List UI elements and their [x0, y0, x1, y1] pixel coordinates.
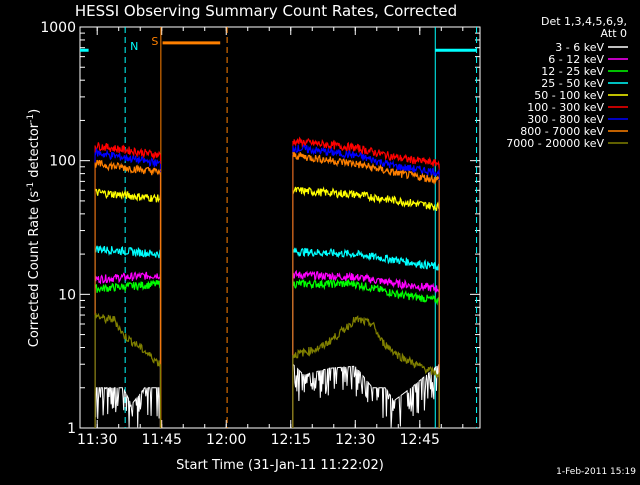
- legend-entry-label: 12 - 25 keV: [541, 65, 604, 78]
- series-line: [292, 269, 440, 294]
- saa-marker-label: S: [151, 35, 158, 48]
- x-tick-label: 11:30: [77, 432, 117, 448]
- series-line: [94, 271, 161, 285]
- series-line: [292, 315, 440, 379]
- x-axis-label: Start Time (31-Jan-11 11:22:02): [176, 458, 384, 473]
- series-line: [292, 136, 440, 168]
- date-stamp: 1-Feb-2011 15:19: [556, 467, 636, 477]
- legend-header-attenuator: Att 0: [601, 27, 627, 40]
- series-line: [292, 152, 440, 185]
- series-line: [292, 363, 440, 428]
- legend-entry-label: 7000 - 20000 keV: [506, 137, 604, 150]
- legend-entry-label: 6 - 12 keV: [548, 53, 604, 66]
- x-tick-label: 11:45: [142, 432, 182, 448]
- legend-header-detectors: Det 1,3,4,5,6,9,: [541, 15, 627, 28]
- series-line: [94, 188, 161, 204]
- legend-entry-label: 3 - 6 keV: [555, 41, 604, 54]
- x-tick-label: 12:15: [271, 432, 311, 448]
- series-line: [94, 279, 161, 293]
- y-tick-label: 10: [58, 287, 76, 303]
- y-tick-label: 100: [49, 154, 76, 170]
- legend-entry-label: 25 - 50 keV: [541, 77, 604, 90]
- night-marker-label: N: [130, 40, 138, 53]
- y-tick-label: 1000: [40, 20, 76, 36]
- legend-entry-label: 50 - 100 keV: [534, 89, 604, 102]
- legend-entry-label: 100 - 300 keV: [527, 101, 604, 114]
- series-line: [94, 159, 161, 176]
- x-tick-label: 12:30: [335, 432, 375, 448]
- series-line: [292, 186, 440, 211]
- series-line: [94, 387, 161, 428]
- legend-entry-label: 300 - 800 keV: [527, 113, 604, 126]
- x-tick-label: 12:00: [206, 432, 246, 448]
- series-line: [94, 245, 161, 259]
- y-tick-label: 1: [67, 421, 76, 437]
- axes-frame: [79, 26, 481, 429]
- series-line: [292, 247, 440, 271]
- series-line: [94, 147, 161, 168]
- y-axis-label: Corrected Count Rate (s-1 detector-1): [26, 109, 42, 347]
- series-line: [292, 144, 440, 177]
- x-tick-label: 12:45: [400, 432, 440, 448]
- legend-entry-label: 800 - 7000 keV: [520, 125, 604, 138]
- chart-title: HESSI Observing Summary Count Rates, Cor…: [75, 2, 457, 20]
- series-line: [94, 142, 161, 161]
- series-line: [292, 278, 440, 306]
- series-line: [94, 312, 161, 367]
